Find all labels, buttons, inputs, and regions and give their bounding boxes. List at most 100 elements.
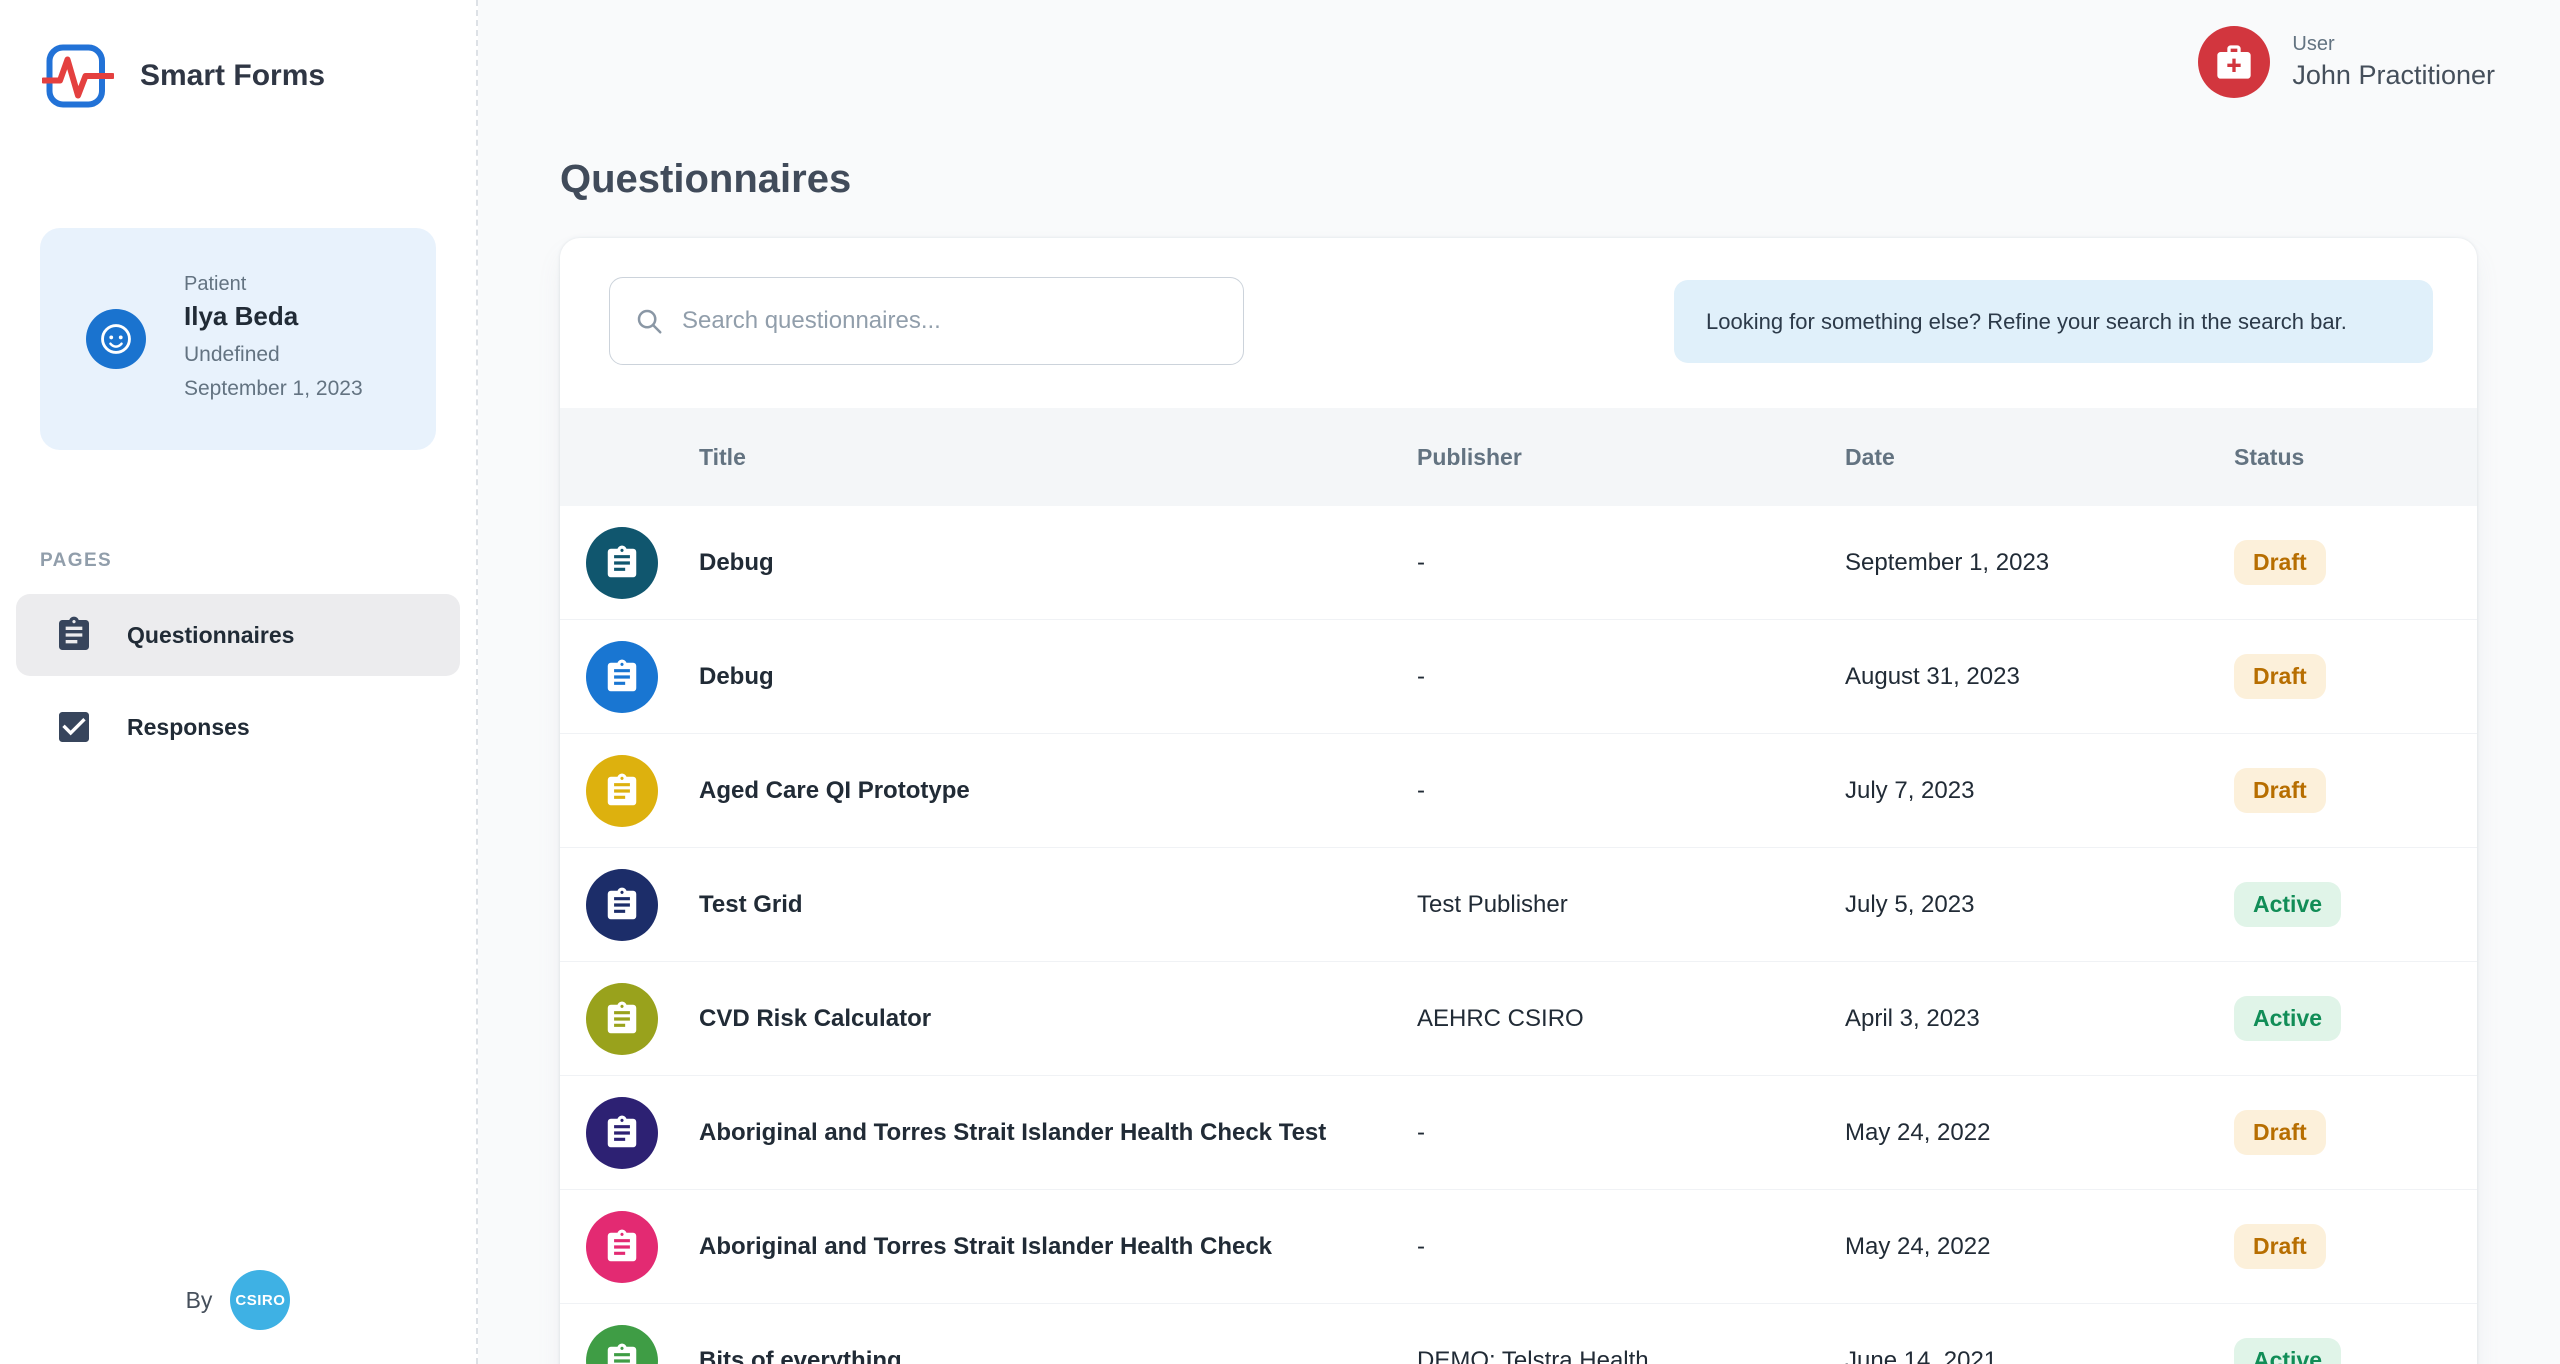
smart-forms-logo-icon [42,44,114,108]
user-info: User John Practitioner [2292,33,2495,91]
row-publisher: - [1417,1118,1425,1146]
row-publisher: - [1417,548,1425,576]
row-date: April 3, 2023 [1845,1004,1980,1032]
app-title: Smart Forms [140,59,326,92]
column-publisher: Publisher [1417,443,1522,470]
row-title: Bits of everything [699,1346,902,1364]
user-role-label: User [2292,33,2335,55]
sidebar-nav: Questionnaires Responses [0,594,476,768]
status-badge: Draft [2234,768,2326,813]
sidebar-item-label: Questionnaires [127,621,295,648]
patient-name: Ilya Beda [184,300,299,331]
sidebar: Smart Forms Patient Ilya Beda Undefined … [0,0,478,1364]
table-row[interactable]: Aboriginal and Torres Strait Islander He… [560,1190,2477,1304]
clipboard-icon [59,616,89,650]
row-publisher: - [1417,662,1425,690]
status-badge: Active [2234,882,2342,927]
questionnaire-table-body: Debug - September 1, 2023 Draft Debug - … [560,506,2477,1364]
face-icon [101,324,131,354]
sidebar-item-label: Responses [127,713,250,740]
status-badge: Draft [2234,540,2326,585]
sidebar-footer: By CSIRO [0,1270,476,1330]
row-title: Aged Care QI Prototype [699,776,970,804]
user-name: John Practitioner [2292,60,2495,90]
column-status: Status [2234,443,2305,470]
questionnaire-icon [586,640,658,713]
by-label: By [185,1286,213,1313]
row-date: July 7, 2023 [1845,776,1975,804]
clipboard-icon [607,659,637,691]
row-publisher: - [1417,776,1425,804]
table-row[interactable]: Aboriginal and Torres Strait Islander He… [560,1076,2477,1190]
search-hint-alert: Looking for something else? Refine your … [1674,280,2433,363]
row-title: Debug [699,662,774,690]
sidebar-item-responses[interactable]: Responses [16,686,460,768]
row-title: CVD Risk Calculator [699,1004,932,1032]
questionnaire-icon [586,982,658,1055]
checked-box-icon [59,712,89,742]
clipboard-icon [607,545,637,577]
row-title: Test Grid [699,890,803,918]
row-date: September 1, 2023 [1845,548,2050,576]
questionnaire-icon [586,1210,658,1283]
status-badge: Draft [2234,1110,2326,1155]
patient-dob: September 1, 2023 [184,376,363,400]
row-title: Aboriginal and Torres Strait Islander He… [699,1232,1273,1260]
table-header: Title Publisher Date Status [560,408,2477,506]
clipboard-icon [607,1001,637,1033]
page-title: Questionnaires [560,157,852,201]
table-row[interactable]: Debug - August 31, 2023 Draft [560,620,2477,734]
patient-label: Patient [184,272,247,295]
row-date: July 5, 2023 [1845,890,1975,918]
clipboard-icon [607,773,637,805]
row-publisher: DEMO: Telstra Health [1417,1346,1649,1364]
patient-avatar [86,309,146,369]
status-badge: Active [2234,1338,2342,1364]
search-icon [637,309,662,334]
sidebar-item-questionnaires[interactable]: Questionnaires [16,594,460,676]
card-toolbar: Looking for something else? Refine your … [560,238,2477,408]
user-chip[interactable]: User John Practitioner [2198,26,2495,98]
row-date: May 24, 2022 [1845,1232,1991,1260]
main-content: User John Practitioner Questionnaires Lo… [478,0,2560,1364]
pages-section-label: PAGES [40,550,113,571]
user-avatar [2198,26,2271,98]
row-date: August 31, 2023 [1845,662,2020,690]
clipboard-icon [607,1229,637,1261]
patient-gender: Undefined [184,342,280,366]
search-box [609,277,1244,365]
clipboard-icon [607,887,637,919]
status-badge: Active [2234,996,2342,1041]
questionnaire-icon [586,526,658,599]
row-title: Aboriginal and Torres Strait Islander He… [699,1118,1327,1146]
status-badge: Draft [2234,654,2326,699]
table-row[interactable]: Debug - September 1, 2023 Draft [560,506,2477,620]
patient-info: Patient Ilya Beda Undefined September 1,… [184,273,363,405]
column-date: Date [1845,443,1895,470]
table-row[interactable]: Aged Care QI Prototype - July 7, 2023 Dr… [560,734,2477,848]
table-row[interactable]: Bits of everything DEMO: Telstra Health … [560,1304,2477,1364]
questionnaires-card: Looking for something else? Refine your … [560,238,2477,1364]
table-row[interactable]: Test Grid Test Publisher July 5, 2023 Ac… [560,848,2477,962]
row-publisher: AEHRC CSIRO [1417,1004,1584,1032]
table-row[interactable]: CVD Risk Calculator AEHRC CSIRO April 3,… [560,962,2477,1076]
search-input[interactable] [682,307,1219,335]
medical-bag-icon [2217,45,2252,79]
questionnaire-icon [586,1096,658,1169]
status-badge: Draft [2234,1224,2326,1269]
row-date: May 24, 2022 [1845,1118,1991,1146]
clipboard-icon [607,1115,637,1147]
row-date: June 14, 2021 [1845,1346,1998,1364]
csiro-logo[interactable]: CSIRO [230,1270,291,1330]
app-logo: Smart Forms [0,0,476,112]
row-publisher: - [1417,1232,1425,1260]
questionnaire-icon [586,1324,658,1364]
column-title: Title [699,443,746,470]
questionnaire-icon [586,754,658,827]
questionnaire-icon [586,868,658,941]
row-title: Debug [699,548,774,576]
row-publisher: Test Publisher [1417,890,1568,918]
clipboard-icon [607,1343,637,1364]
patient-card[interactable]: Patient Ilya Beda Undefined September 1,… [40,228,436,450]
